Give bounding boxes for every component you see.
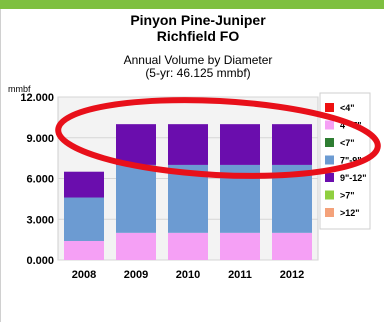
legend-swatch: [325, 155, 334, 165]
top-accent-band: [0, 0, 384, 9]
x-tick-label: 2008: [72, 269, 96, 281]
bar-segment: [168, 124, 208, 165]
legend-swatch: [325, 190, 334, 200]
y-tick-label: 9.000: [26, 133, 54, 145]
bar-segment: [168, 232, 208, 260]
x-tick-label: 2010: [176, 269, 200, 281]
y-tick-label: 3.000: [26, 214, 54, 226]
bar-segment: [64, 197, 104, 241]
legend-swatch: [325, 138, 334, 147]
legend-entry: <7": [340, 138, 355, 148]
bar-segment: [272, 124, 312, 165]
legend-swatch: [325, 173, 334, 182]
legend-swatch: [325, 208, 334, 217]
legend-entry: <4": [340, 103, 355, 113]
legend-entry: 9"-12": [340, 173, 367, 183]
bar-segment: [116, 124, 156, 165]
x-tick-label: 2009: [124, 269, 148, 281]
legend-entry: >12": [340, 208, 360, 218]
bar-segment: [64, 240, 104, 260]
bar-segment: [116, 164, 156, 233]
bar-segment: [220, 124, 260, 165]
x-tick-label: 2012: [280, 269, 304, 281]
legend-swatch: [325, 120, 334, 130]
chart-title: Pinyon Pine-Juniper: [130, 12, 266, 28]
legend-swatch: [325, 103, 334, 112]
bar-segment: [220, 232, 260, 260]
y-tick-label: 12.000: [20, 92, 54, 104]
y-tick-label: 0.000: [26, 255, 54, 267]
bar-segment: [272, 232, 312, 260]
legend-entry: 7"-9": [340, 156, 362, 166]
chart-title-line2: Richfield FO: [157, 28, 240, 44]
y-tick-label: 6.000: [26, 174, 54, 186]
bar-segment: [116, 232, 156, 260]
x-tick-label: 2011: [228, 269, 252, 281]
chart-subtitle-line2: (5-yr: 46.125 mmbf): [145, 66, 250, 80]
legend-entry: >7": [340, 191, 355, 201]
y-axis-unit-label: mmbf: [8, 84, 31, 94]
annotation-ellipse: [55, 97, 381, 179]
bar-segment: [64, 171, 104, 198]
chart-subtitle: Annual Volume by Diameter: [124, 53, 273, 67]
